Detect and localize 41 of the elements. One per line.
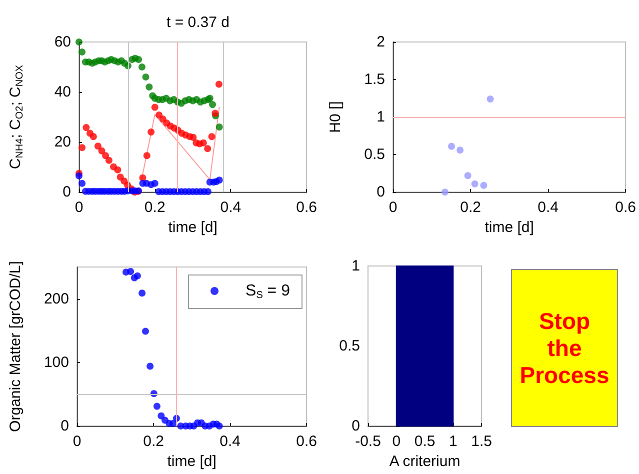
y-axis-title: Organic Matter [grCOD/L] xyxy=(7,261,24,432)
x-tick-label: 1 xyxy=(449,433,458,450)
y-tick-label: 0 xyxy=(376,184,385,201)
y-axis-title: CNH4; CO2; CNOX xyxy=(7,64,26,170)
x-tick-label: 0.4 xyxy=(220,199,242,216)
y-tick-label: 0.5 xyxy=(364,146,385,164)
x-axis-title: time [d] xyxy=(167,452,216,470)
x-tick-label: 0.2 xyxy=(460,199,481,216)
y-tick-label: 1.5 xyxy=(364,71,385,88)
x-tick-label: 0 xyxy=(72,433,82,450)
x-tick-label: 0.6 xyxy=(615,199,636,216)
x-tick-label: 1.5 xyxy=(471,433,492,450)
y-axis-title: H0 [] xyxy=(327,101,344,133)
x-tick-label: -0.5 xyxy=(355,433,381,450)
chart-title: t = 0.37 d xyxy=(166,14,230,31)
y-tick-label: 100 xyxy=(44,354,69,371)
y-tick-label: 0 xyxy=(60,418,69,434)
x-axis-title: A criterium xyxy=(389,452,460,470)
x-axis-title: time [d] xyxy=(484,219,534,236)
x-tick-label: 0.2 xyxy=(144,199,166,216)
y-tick-label: 0 xyxy=(62,184,71,201)
x-tick-label: 0 xyxy=(74,199,84,216)
text: Stop the Process xyxy=(511,269,618,427)
x-tick-label: 0.5 xyxy=(414,433,436,450)
y-tick-label: 40 xyxy=(54,84,71,101)
x-tick-label: 0 xyxy=(392,433,401,450)
x-tick-label: 0.6 xyxy=(296,433,318,450)
y-tick-label: 0.5 xyxy=(339,338,360,354)
y-tick-label: 0 xyxy=(352,418,360,434)
x-tick-label: 0.2 xyxy=(143,433,164,450)
x-tick-label: 0.4 xyxy=(538,199,558,216)
y-tick-label: 1 xyxy=(376,108,385,126)
y-tick-label: 60 xyxy=(54,34,71,50)
x-tick-label: 0.4 xyxy=(220,433,240,450)
x-axis-title: time [d] xyxy=(168,219,218,236)
x-tick-label: 0 xyxy=(388,199,398,216)
x-tick-label: 0.6 xyxy=(296,199,318,216)
y-tick-label: 20 xyxy=(54,134,71,151)
y-tick-label: 2 xyxy=(376,34,385,50)
y-tick-label: 200 xyxy=(44,290,69,308)
y-tick-label: 1 xyxy=(352,258,360,274)
